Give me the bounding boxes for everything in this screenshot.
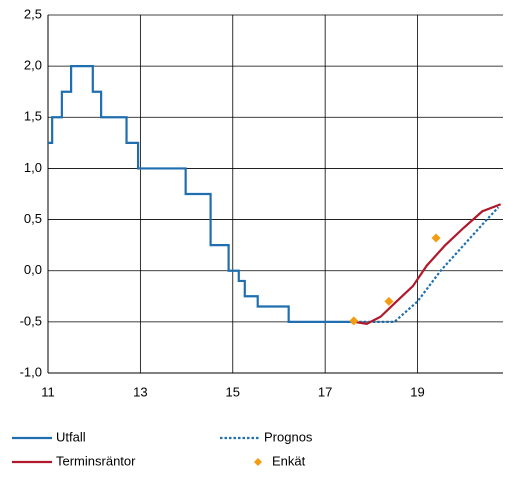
y-tick-label: 1,0 bbox=[24, 160, 42, 175]
marker bbox=[431, 233, 441, 243]
y-tick-label: 0,0 bbox=[24, 262, 42, 277]
line bbox=[354, 206, 500, 323]
y-tick-label: 2,5 bbox=[24, 6, 42, 21]
legend-label: Enkät bbox=[272, 453, 306, 468]
legend-label: Utfall bbox=[56, 429, 86, 444]
line bbox=[354, 203, 502, 326]
x-tick-label: 17 bbox=[318, 384, 332, 399]
y-tick-label: 1,5 bbox=[24, 109, 42, 124]
marker bbox=[349, 316, 359, 326]
legend-label: Prognos bbox=[264, 429, 313, 444]
legend-label: Terminsräntor bbox=[56, 453, 136, 468]
x-tick-label: 15 bbox=[226, 384, 240, 399]
legend-marker bbox=[254, 458, 262, 466]
marker bbox=[384, 296, 394, 306]
x-tick-label: 13 bbox=[133, 384, 147, 399]
x-tick-label: 19 bbox=[410, 384, 424, 399]
y-tick-label: -0,5 bbox=[20, 313, 42, 328]
x-tick-label: 11 bbox=[41, 384, 55, 399]
y-tick-label: 0,5 bbox=[24, 211, 42, 226]
y-tick-label: 2,0 bbox=[24, 58, 42, 73]
line bbox=[48, 65, 355, 323]
y-tick-label: -1,0 bbox=[20, 364, 42, 379]
